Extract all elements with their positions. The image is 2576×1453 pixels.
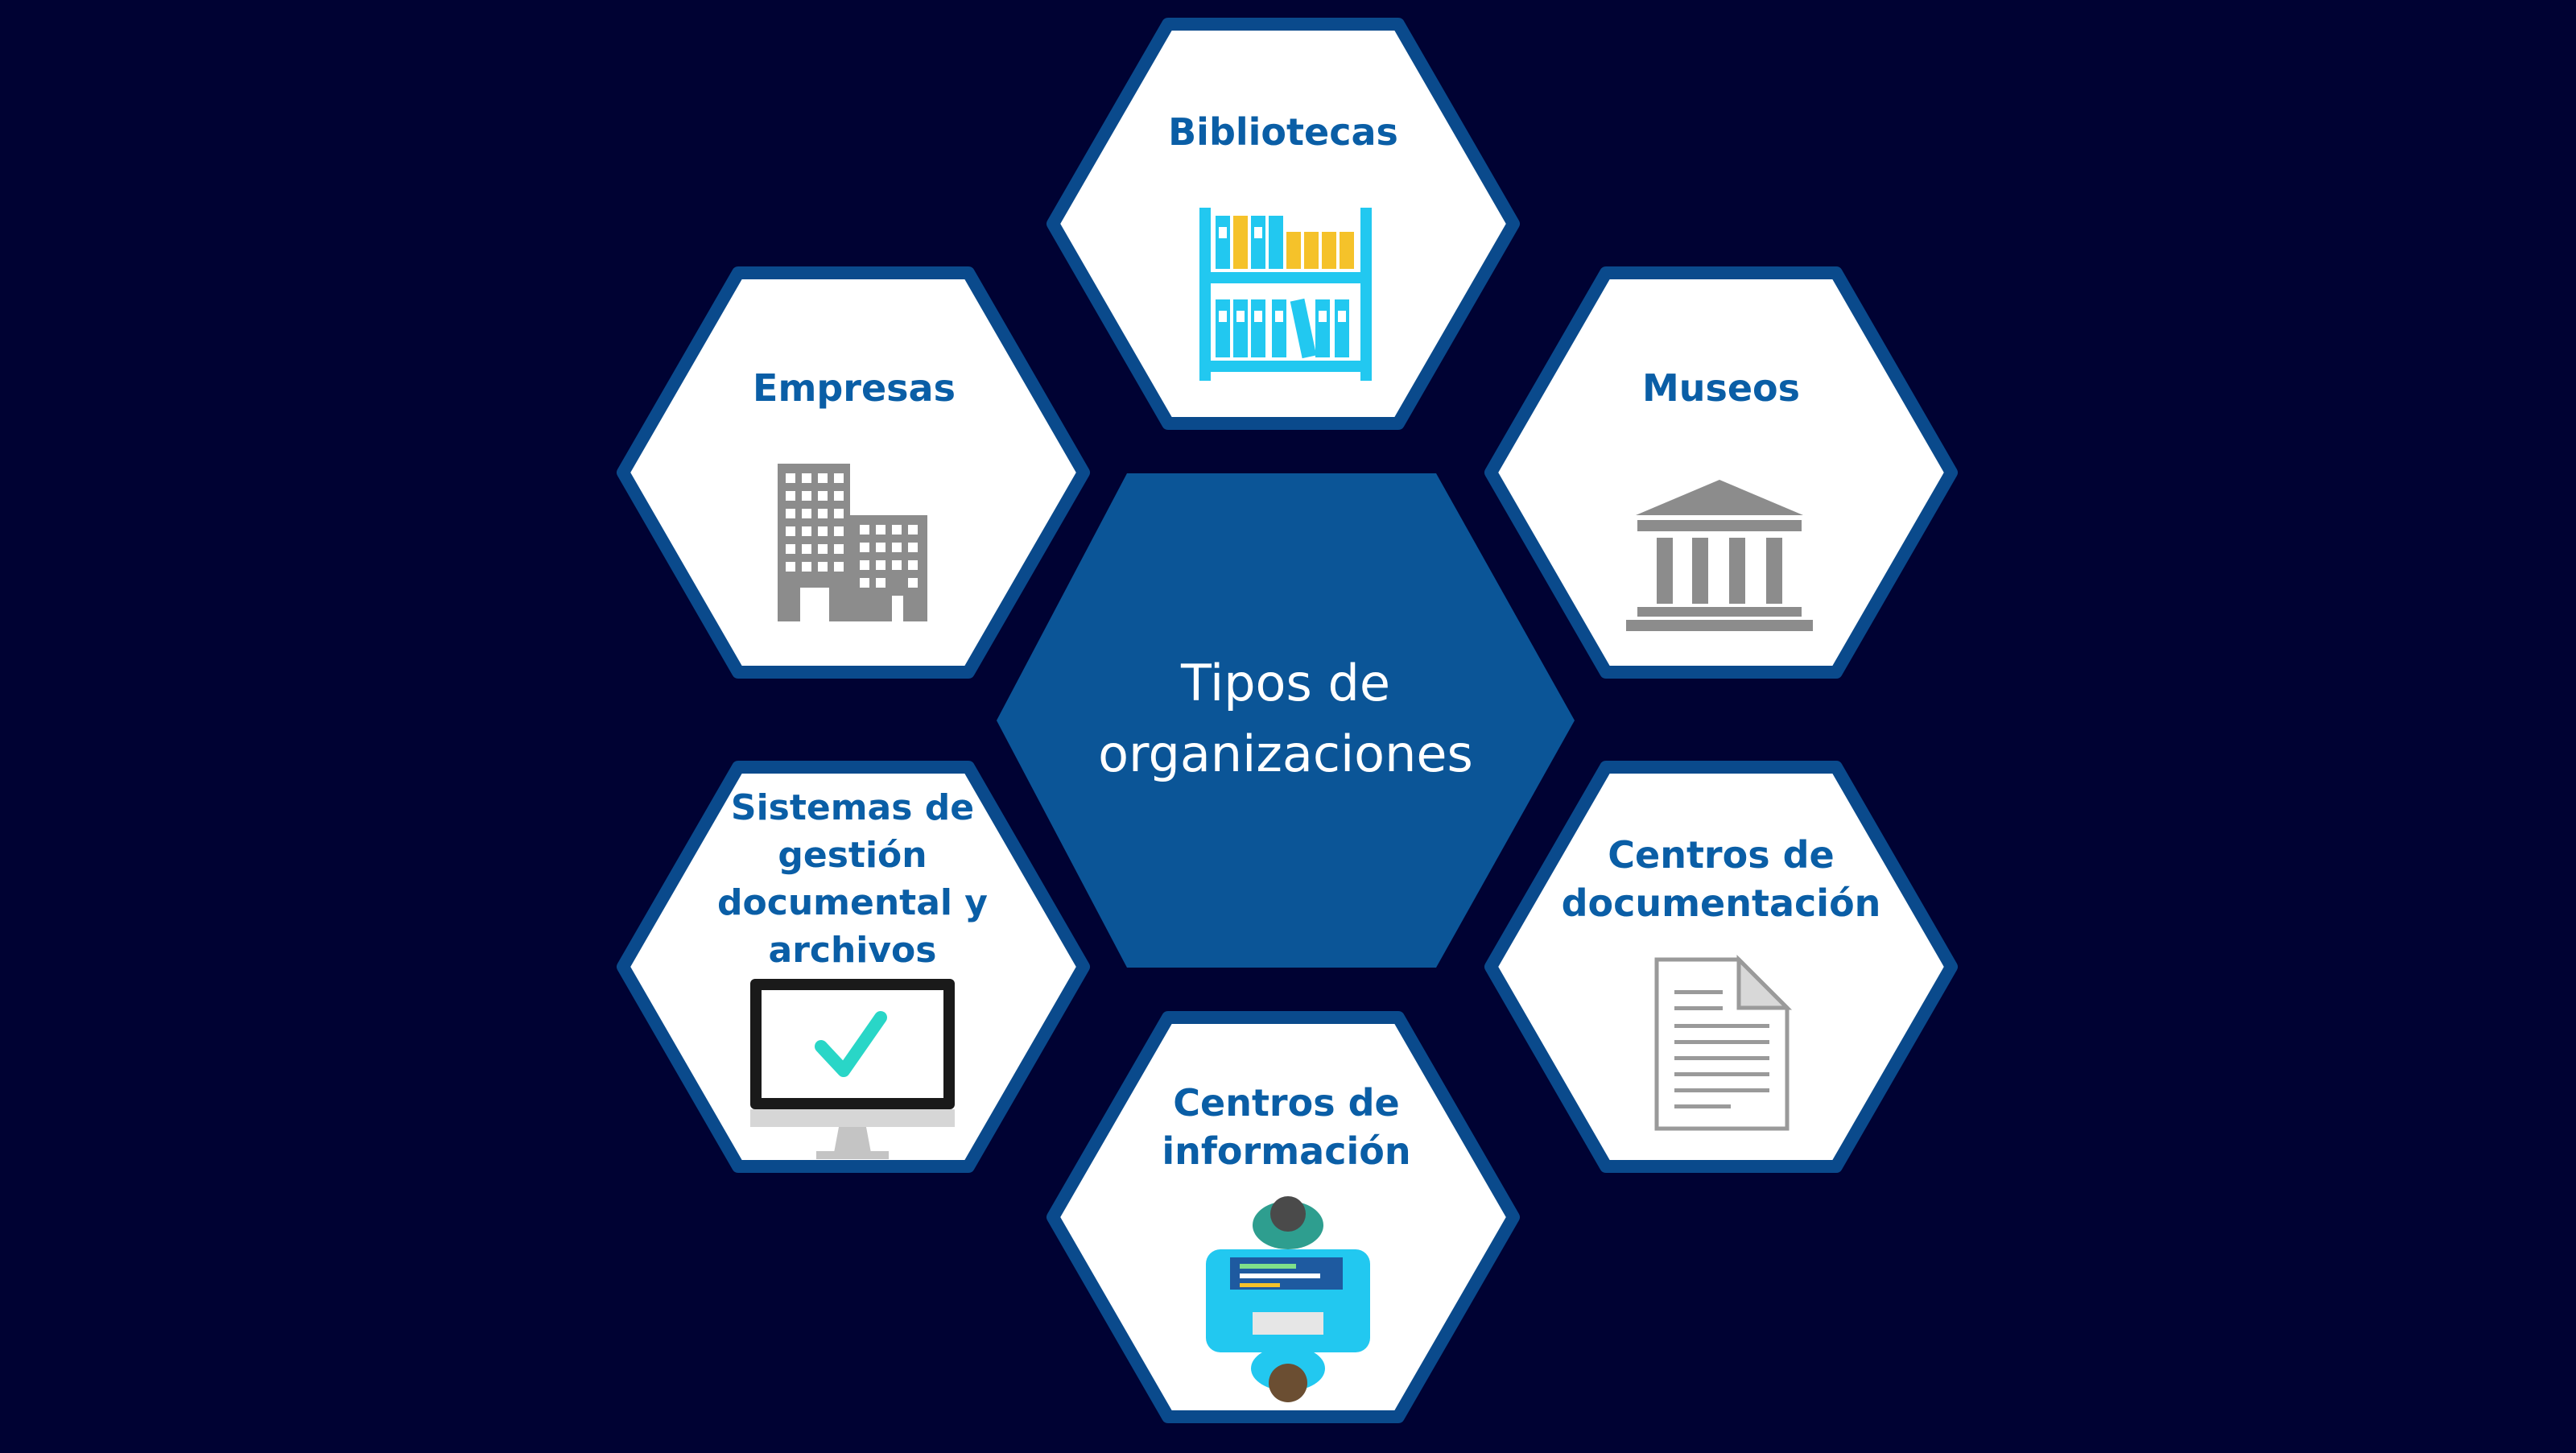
office-building-icon [778, 464, 927, 621]
hexagon-centros-documentacion-label-line-2: documentación [1562, 881, 1881, 925]
hexagon-empresas-label: Empresas [753, 366, 956, 410]
center-title-line-1: Tipos de [1180, 654, 1390, 712]
museum-icon [1626, 480, 1813, 631]
hexagon-empresas-shape [617, 266, 1090, 679]
hexagon-sistemas-label-line-3: documental y [717, 882, 988, 923]
center-hexagon: Tipos de organizaciones [997, 473, 1575, 968]
hexagon-bibliotecas-label: Bibliotecas [1168, 110, 1398, 154]
hexagon-centros-informacion-label-line-2: información [1162, 1129, 1410, 1173]
center-title-line-2: organizaciones [1098, 724, 1473, 783]
hexagon-sistemas-shape [617, 761, 1090, 1173]
hexagon-bibliotecas: Bibliotecas [1046, 18, 1520, 430]
hexagon-museos-label: Museos [1642, 366, 1800, 410]
hexagon-museos-shape [1484, 266, 1958, 679]
hexagon-sistemas-label-line-4: archivos [769, 930, 937, 971]
monitor-checkmark-icon [750, 979, 955, 1159]
hexagon-empresas: Empresas [617, 266, 1090, 679]
hexagon-centros-informacion-label-line-1: Centros de [1173, 1081, 1400, 1125]
hexagon-centros-documentacion-label-line-1: Centros de [1608, 833, 1835, 877]
center-hexagon-shape [997, 473, 1575, 968]
hexagon-centros-documentacion: Centros de documentación [1484, 761, 1958, 1173]
bookshelf-icon [1199, 208, 1372, 381]
hexagon-centros-informacion: Centros de información [1046, 1011, 1520, 1423]
hexagon-museos: Museos [1484, 266, 1958, 679]
people-at-desk-icon [1206, 1196, 1370, 1402]
hexagon-sistemas: Sistemas de gestión documental y archivo… [617, 761, 1090, 1173]
hexagon-sistemas-label-line-1: Sistemas de [731, 787, 974, 828]
hexagon-sistemas-label-line-2: gestión [778, 835, 927, 876]
checkmark-icon [815, 1011, 887, 1077]
document-icon [1654, 954, 1793, 1131]
